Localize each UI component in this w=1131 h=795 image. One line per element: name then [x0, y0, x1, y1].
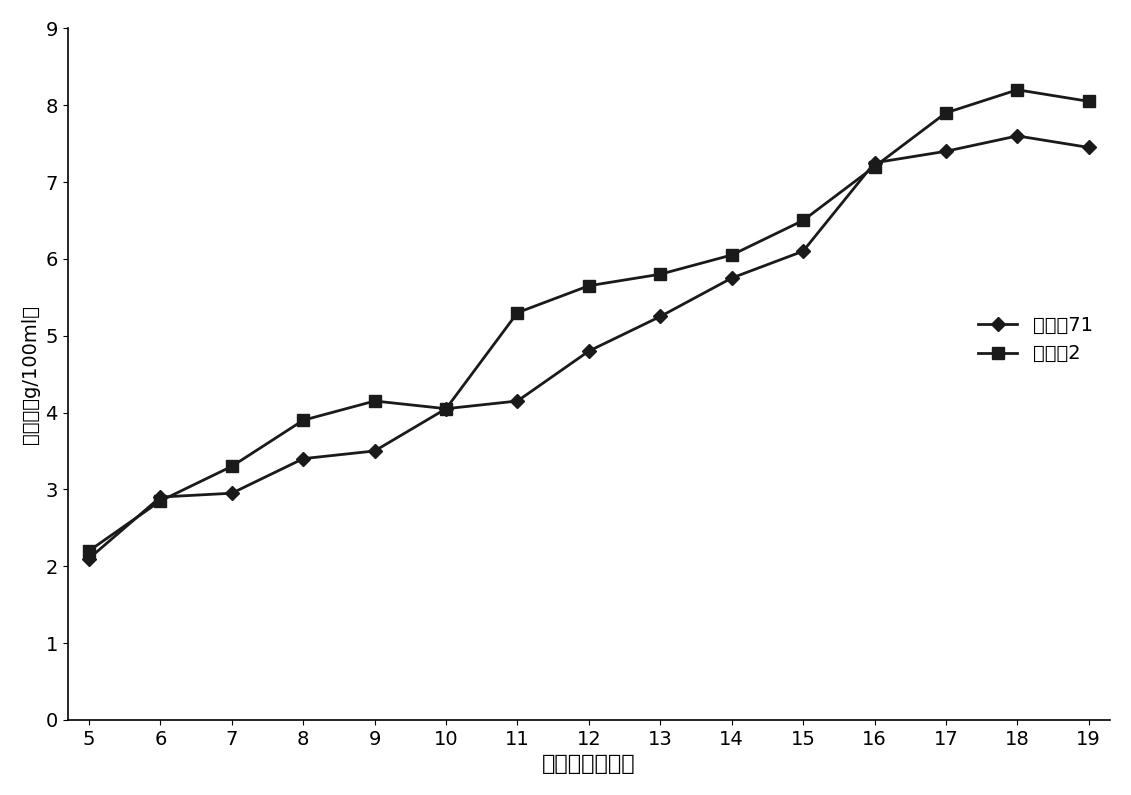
实施例2 [1082, 96, 1096, 106]
对照刖71 [368, 446, 381, 456]
Line: 对照刖71: 对照刖71 [84, 131, 1094, 564]
对照刖71 [1082, 142, 1096, 152]
对照刖71 [296, 454, 310, 463]
对照刖71 [439, 404, 452, 413]
对照刖71 [1011, 131, 1025, 141]
对照刖71 [225, 488, 239, 498]
对照刖71 [796, 246, 810, 256]
实施例2 [654, 270, 667, 279]
实施例2 [83, 546, 96, 556]
实施例2 [582, 281, 596, 290]
对照刖71 [83, 554, 96, 564]
X-axis label: 发酵时间（天）: 发酵时间（天） [542, 754, 636, 774]
对照刖71 [939, 146, 952, 156]
对照刖71 [725, 273, 739, 283]
Line: 实施例2: 实施例2 [84, 84, 1095, 556]
实施例2 [725, 250, 739, 260]
实施例2 [439, 404, 452, 413]
Y-axis label: 总酸度（g/100ml）: 总酸度（g/100ml） [20, 304, 40, 444]
实施例2 [867, 162, 881, 172]
对照刖71 [511, 396, 525, 405]
对照刖71 [582, 347, 596, 356]
对照刖71 [654, 312, 667, 321]
实施例2 [939, 108, 952, 118]
实施例2 [796, 215, 810, 225]
实施例2 [368, 396, 381, 405]
实施例2 [511, 308, 525, 317]
实施例2 [225, 462, 239, 471]
实施例2 [1011, 85, 1025, 95]
实施例2 [296, 416, 310, 425]
对照刖71 [867, 158, 881, 168]
实施例2 [154, 496, 167, 506]
Legend: 对照刖71, 实施例2: 对照刖71, 实施例2 [970, 308, 1100, 371]
对照刖71 [154, 492, 167, 502]
